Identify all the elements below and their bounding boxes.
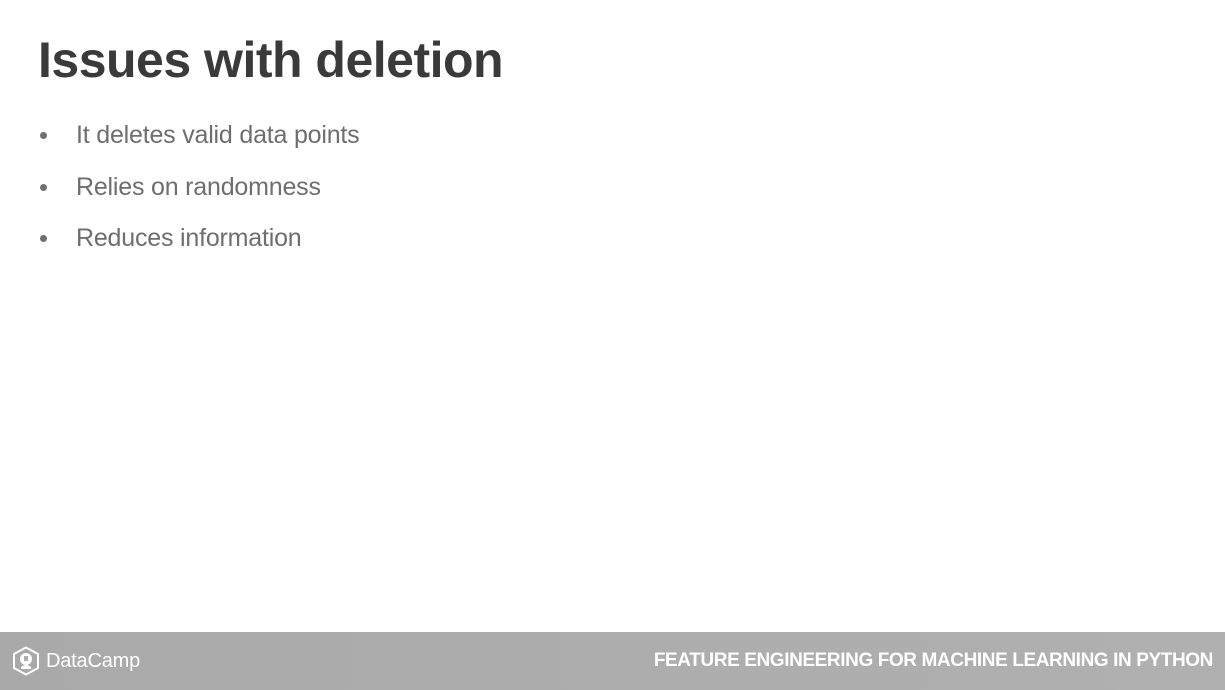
bullet-text: It deletes valid data points [76, 121, 360, 150]
slide-content: Issues with deletion It deletes valid da… [38, 32, 504, 265]
brand-name: DataCamp [46, 649, 140, 672]
datacamp-logo-icon [12, 646, 40, 676]
bullet-item: Reduces information [38, 213, 359, 265]
course-title: FEATURE ENGINEERING FOR MACHINE LEARNING… [653, 650, 1214, 671]
bullet-list: It deletes valid data points Relies on r… [38, 110, 360, 265]
slide-footer: DataCamp FEATURE ENGINEERING FOR MACHINE… [0, 632, 1225, 690]
bullet-dot-icon [40, 235, 47, 243]
bullet-text: Reduces information [76, 224, 302, 253]
bullet-dot-icon [40, 132, 47, 140]
bullet-dot-icon [40, 183, 47, 191]
brand: DataCamp [12, 646, 140, 676]
slide-title: Issues with deletion [38, 32, 504, 88]
bullet-text: Relies on randomness [76, 172, 321, 201]
bullet-item: Relies on randomness [38, 162, 359, 214]
bullet-item: It deletes valid data points [38, 110, 360, 162]
